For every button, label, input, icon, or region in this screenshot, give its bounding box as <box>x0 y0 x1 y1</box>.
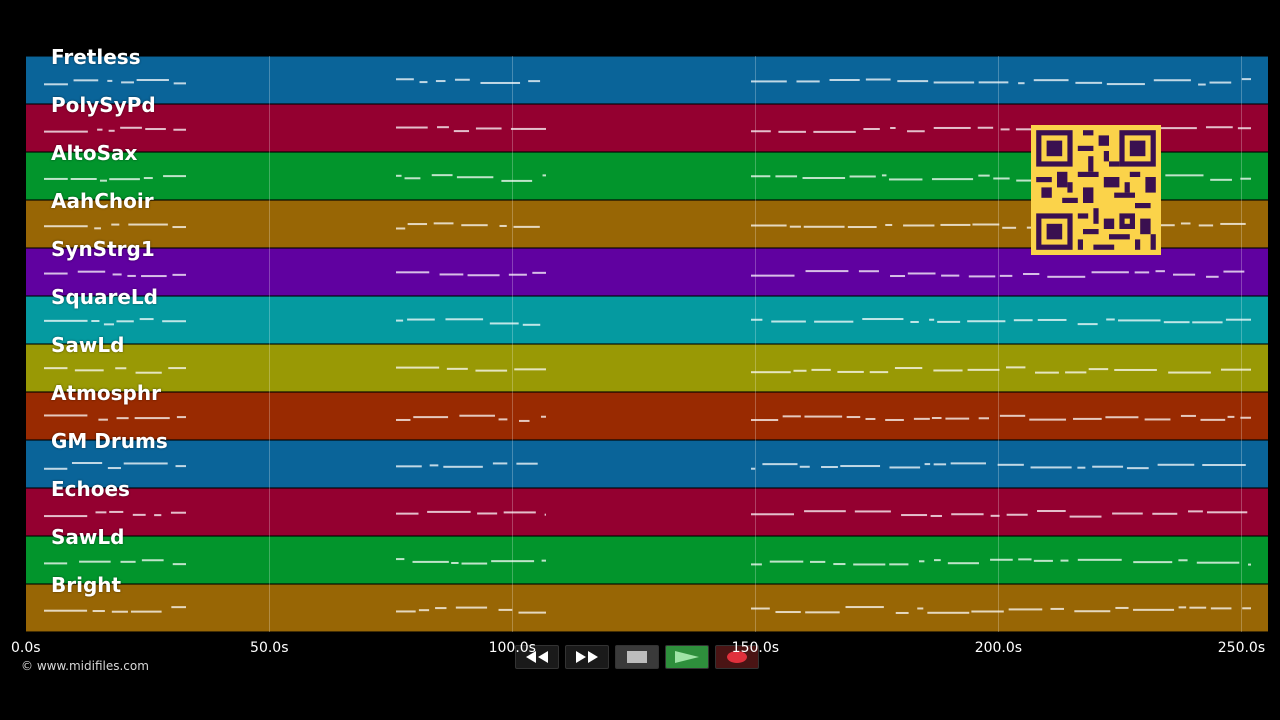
track-label: Bright <box>51 573 122 597</box>
track-notes <box>44 462 1246 470</box>
track-label: GM Drums <box>51 429 168 453</box>
track-row: SawLd <box>26 333 1268 392</box>
track-row: Fretless <box>26 45 1268 104</box>
gridline <box>998 56 1000 632</box>
time-tick-label: 0.0s <box>11 640 41 656</box>
track-label: AltoSax <box>51 141 138 165</box>
track-row: Atmosphr <box>26 381 1268 440</box>
track-row: SawLd <box>26 525 1268 584</box>
track-label: SynStrg1 <box>51 237 155 261</box>
time-tick-label: 100.0s <box>488 640 536 656</box>
track-notes <box>44 510 1248 518</box>
play-icon <box>675 651 699 663</box>
track-notes <box>44 174 1251 182</box>
track-notes <box>44 414 1251 422</box>
gridline <box>755 56 757 632</box>
rewind-icon <box>526 651 548 663</box>
record-icon <box>727 651 747 663</box>
stop-icon <box>627 651 647 663</box>
track-notes <box>44 270 1245 278</box>
transport-controls <box>515 645 759 669</box>
gridline <box>269 56 271 632</box>
copyright-text: © www.midifiles.com <box>21 659 149 673</box>
track-row: Echoes <box>26 477 1268 536</box>
fast-forward-icon <box>576 651 598 663</box>
track-row: SquareLd <box>26 285 1268 344</box>
track-notes <box>44 78 1251 86</box>
track-label: PolySyPd <box>51 93 156 117</box>
track-notes <box>44 558 1251 566</box>
track-notes <box>44 318 1251 326</box>
track-label: SawLd <box>51 525 125 549</box>
time-tick-label: 250.0s <box>1217 640 1266 656</box>
track-label: Echoes <box>51 477 130 501</box>
track-label: Atmosphr <box>51 381 161 405</box>
track-notes <box>44 366 1251 374</box>
track-row: Bright <box>26 573 1268 632</box>
track-label: SquareLd <box>51 285 158 309</box>
qr-code-icon <box>1031 125 1161 255</box>
track-label: AahChoir <box>51 189 154 213</box>
play-button[interactable] <box>665 645 709 669</box>
track-row: GM Drums <box>26 429 1268 488</box>
track-notes <box>44 606 1251 614</box>
rewind-button[interactable] <box>515 645 559 669</box>
track-label: Fretless <box>51 45 141 69</box>
gridline <box>1241 56 1243 632</box>
track-row: SynStrg1 <box>26 237 1268 296</box>
gridline <box>512 56 514 632</box>
fast-forward-button[interactable] <box>565 645 609 669</box>
time-tick-label: 150.0s <box>731 640 780 656</box>
time-tick-label: 200.0s <box>974 640 1023 656</box>
time-tick-label: 50.0s <box>250 640 289 656</box>
track-label: SawLd <box>51 333 125 357</box>
stop-button[interactable] <box>615 645 659 669</box>
record-button[interactable] <box>715 645 759 669</box>
